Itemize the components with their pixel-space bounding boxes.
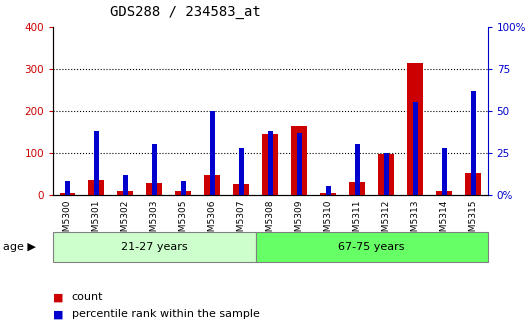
Bar [94, 131, 99, 195]
Bar [384, 153, 388, 195]
Text: 67-75 years: 67-75 years [339, 242, 405, 252]
Bar [118, 191, 134, 195]
Bar [413, 102, 418, 195]
Bar [89, 180, 104, 195]
Bar [297, 133, 302, 195]
Text: percentile rank within the sample: percentile rank within the sample [72, 309, 259, 319]
Text: 21-27 years: 21-27 years [121, 242, 188, 252]
Bar [152, 144, 157, 195]
Bar [292, 126, 307, 195]
Text: ■: ■ [53, 292, 64, 302]
Bar [441, 148, 447, 195]
Bar [233, 184, 249, 195]
Bar [378, 154, 394, 195]
Bar [326, 186, 331, 195]
Bar [349, 182, 365, 195]
Bar [436, 191, 452, 195]
Bar [59, 193, 75, 195]
Bar [268, 131, 273, 195]
Bar [123, 175, 128, 195]
Bar [65, 181, 70, 195]
Bar [407, 62, 423, 195]
Bar [465, 173, 481, 195]
Text: count: count [72, 292, 103, 302]
Text: ■: ■ [53, 309, 64, 319]
Bar [175, 191, 191, 195]
Bar [181, 181, 186, 195]
Text: GDS288 / 234583_at: GDS288 / 234583_at [110, 5, 261, 19]
Bar [471, 91, 475, 195]
Text: age ▶: age ▶ [3, 242, 36, 252]
Bar [262, 134, 278, 195]
Bar [239, 148, 244, 195]
Bar [205, 175, 220, 195]
Bar [355, 144, 360, 195]
Bar [210, 111, 215, 195]
Bar [320, 193, 336, 195]
Bar [146, 183, 162, 195]
